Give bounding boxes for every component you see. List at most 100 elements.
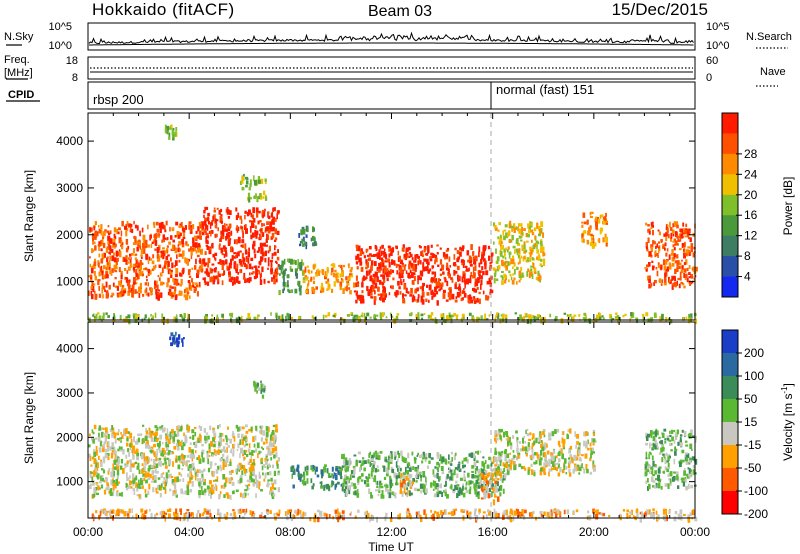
heatmap-cell <box>153 464 155 469</box>
heatmap-cell <box>357 451 361 455</box>
heatmap-cell <box>147 224 149 230</box>
heatmap-cell <box>406 473 410 477</box>
heatmap-cell <box>189 453 193 459</box>
heatmap-cell <box>450 289 452 295</box>
heatmap-cell <box>355 314 359 320</box>
heatmap-cell <box>537 242 540 245</box>
heatmap-cell <box>324 467 327 473</box>
heatmap-cell <box>436 454 439 459</box>
heatmap-cell <box>397 280 400 286</box>
heatmap-cell <box>468 278 471 283</box>
heatmap-cell <box>353 282 356 288</box>
heatmap-cell <box>542 428 546 432</box>
heatmap-cell <box>106 453 110 456</box>
heatmap-cell <box>480 473 483 478</box>
heatmap-cell <box>320 285 324 290</box>
heatmap-cell <box>188 447 192 453</box>
heatmap-cell <box>664 441 667 444</box>
heatmap-cell <box>264 458 268 462</box>
heatmap-cell <box>229 461 232 466</box>
heatmap-cell <box>383 476 387 480</box>
heatmap-cell <box>404 264 407 267</box>
heatmap-cell <box>581 224 584 228</box>
heatmap-cell <box>327 286 330 290</box>
heatmap-cell <box>557 458 561 463</box>
heatmap-cell <box>591 448 594 452</box>
heatmap-cell <box>295 468 298 472</box>
heatmap-cell <box>312 235 315 241</box>
heatmap-cell <box>161 250 163 255</box>
heatmap-cell <box>202 457 205 463</box>
heatmap-cell <box>344 460 348 466</box>
heatmap-cell <box>249 472 252 478</box>
colorbar-tick-label: 8 <box>744 249 751 263</box>
heatmap-cell <box>646 435 649 441</box>
cpid-label: CPID <box>8 89 34 101</box>
heatmap-cell <box>246 484 249 491</box>
heatmap-cell <box>187 425 191 432</box>
heatmap-cell <box>144 488 147 494</box>
heatmap-cell <box>144 493 148 498</box>
heatmap-cell <box>140 248 144 255</box>
heatmap-cell <box>399 259 403 264</box>
heatmap-cell <box>240 264 244 267</box>
heatmap-cell <box>552 463 555 468</box>
heatmap-cell <box>573 314 577 317</box>
heatmap-cell <box>555 467 558 472</box>
heatmap-cell <box>578 457 581 462</box>
heatmap-cell <box>187 313 190 320</box>
heatmap-cell <box>158 233 161 236</box>
heatmap-cell <box>365 248 369 252</box>
heatmap-cell <box>89 473 92 479</box>
heatmap-cell <box>206 225 209 231</box>
heatmap-cell <box>152 239 156 243</box>
heatmap-cell <box>99 267 102 273</box>
heatmap-cell <box>435 319 438 324</box>
heatmap-cell <box>540 241 543 246</box>
heatmap-cell <box>368 488 371 495</box>
heatmap-cell <box>402 459 405 463</box>
heatmap-cell <box>267 267 269 270</box>
heatmap-cell <box>474 451 478 454</box>
heatmap-cell <box>420 295 424 302</box>
heatmap-cell <box>263 478 266 482</box>
heatmap-cell <box>164 127 167 134</box>
heatmap-cell <box>178 460 181 463</box>
heatmap-cell <box>479 479 482 486</box>
heatmap-cell <box>664 458 667 464</box>
heatmap-cell <box>245 256 248 260</box>
heatmap-cell <box>401 247 405 252</box>
heatmap-cell <box>480 497 484 500</box>
heatmap-cell <box>474 489 477 495</box>
heatmap-cell <box>493 277 496 284</box>
heatmap-cell <box>359 476 362 480</box>
heatmap-cell <box>254 435 257 441</box>
heatmap-cell <box>463 464 466 468</box>
heatmap-cell <box>341 486 344 492</box>
heatmap-cell <box>259 242 263 249</box>
heatmap-cell <box>409 313 412 317</box>
heatmap-cell <box>313 317 316 320</box>
heatmap-cell <box>250 426 253 432</box>
heatmap-cell <box>228 273 232 278</box>
heatmap-cell <box>469 486 472 491</box>
heatmap-cell <box>160 281 163 286</box>
heatmap-cell <box>264 178 267 182</box>
heatmap-cell <box>519 314 522 319</box>
heatmap-cell <box>475 280 479 287</box>
heatmap-cell <box>469 260 472 264</box>
heatmap-cell <box>652 446 655 449</box>
heatmap-cell <box>406 470 409 475</box>
colorbar-segment <box>722 256 738 277</box>
heatmap-cell <box>210 463 212 469</box>
heatmap-cell <box>375 457 378 460</box>
heatmap-cell <box>417 312 420 316</box>
heatmap-cell <box>593 432 595 437</box>
heatmap-cell <box>428 460 431 464</box>
heatmap-cell <box>173 489 176 494</box>
heatmap-cell <box>589 447 592 450</box>
heatmap-cell <box>399 267 403 274</box>
heatmap-cell <box>664 272 667 279</box>
heatmap-cell <box>552 449 556 454</box>
heatmap-cell <box>648 279 651 284</box>
